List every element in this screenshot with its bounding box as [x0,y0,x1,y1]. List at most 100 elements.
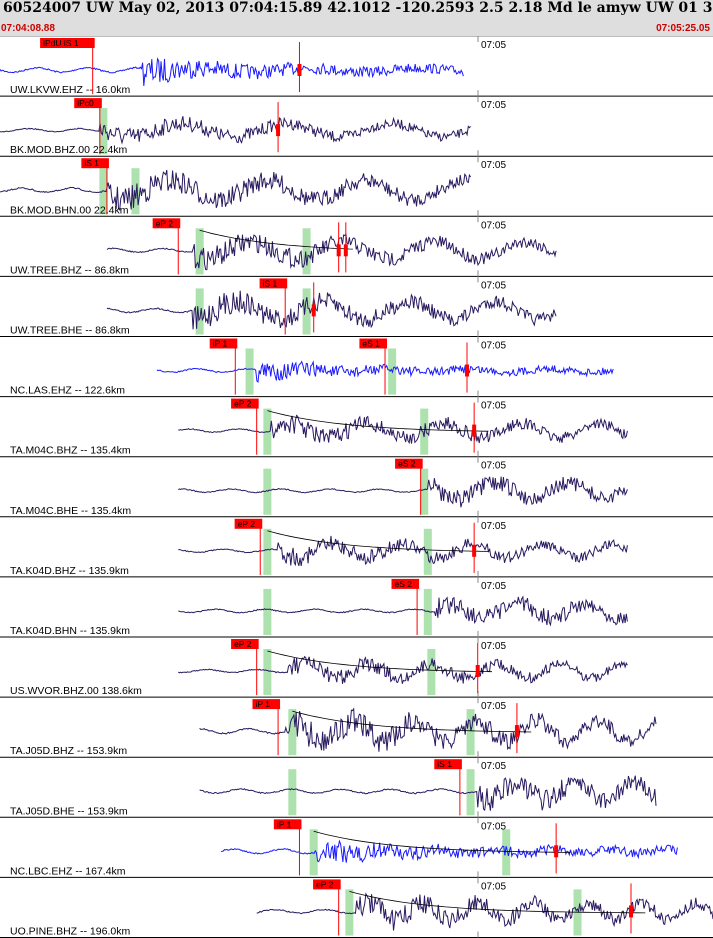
duration-mark[interactable] [311,304,316,317]
analysis-window [195,288,204,335]
phase-pick-box[interactable] [234,518,263,529]
waveform-trace [178,655,628,684]
phase-pick-label: iS 1 [263,278,278,288]
coda-curve [267,530,489,552]
phase-pick-box[interactable] [231,398,259,409]
phase-pick-label: iP 1 [255,699,270,709]
seismogram-plot: 07:05 iPdU iS 1 UW.LKVW.EHZ -- 16.0km 07:05… [0,36,713,938]
waveform-trace [178,414,628,445]
duration-mark[interactable] [297,64,302,76]
station-label: TA.K04D.BHN -- 135.9km [10,625,130,637]
time-tick-label: 07:05 [481,881,506,892]
duration-mark[interactable] [554,845,559,858]
waveform-trace [178,476,628,508]
station-label: US.WVOR.BHZ.00 138.6km [10,685,142,697]
waveform-trace [106,290,557,330]
analysis-window [302,228,311,275]
coda-curve [267,650,493,673]
station-label: UW.TREE.BHZ -- 86.8km [10,264,129,276]
station-label: TA.M04C.BHE -- 135.4km [10,505,131,517]
duration-mark[interactable] [629,905,634,918]
time-tick-label: 07:05 [481,220,506,231]
analysis-window [131,168,140,215]
phase-pick-box[interactable] [231,639,259,649]
phase-pick-label: eP 2 [234,639,252,649]
analysis-window [345,889,354,936]
analysis-window [423,588,432,635]
station-label: UW.TREE.BHE -- 86.8km [10,325,130,337]
analysis-window [288,709,297,756]
phase-pick-box[interactable] [81,158,109,169]
phase-pick-box[interactable] [359,338,388,349]
analysis-window [245,348,254,395]
phase-pick-label: iP 1 [213,339,228,349]
event-header: 60524007 UW May 02, 2013 07:04:15.89 42.… [0,0,713,37]
duration-mark[interactable] [472,424,477,437]
phase-pick-box[interactable] [391,578,420,589]
phase-pick-box[interactable] [252,699,281,710]
analysis-window [263,468,272,515]
station-label: TA.K04D.BHZ -- 135.9km [10,565,129,577]
station-label: TA.M04C.BHZ -- 135.4km [10,445,131,457]
phase-pick-box[interactable] [152,218,181,229]
time-tick-label: 07:05 [481,521,506,532]
time-tick-label: 07:05 [481,280,506,291]
coda-curve [292,710,532,733]
time-tick-label: 07:05 [481,40,506,51]
phase-pick-box[interactable] [313,879,341,890]
waveform-trace [199,775,657,812]
phase-pick-box[interactable] [259,278,288,289]
analysis-window [502,829,511,876]
waveform-trace [178,595,628,627]
phase-pick-label: eP 2 [316,879,334,889]
analysis-window [195,228,204,275]
station-label: BK.MOD.BHZ.00 22.4km [10,144,128,156]
station-label: BK.MOD.BHN.00 22.4km [10,204,129,216]
phase-pick-box[interactable] [273,819,302,830]
time-tick-label: 07:05 [481,401,506,412]
coda-curve [349,891,646,914]
analysis-window [263,528,272,575]
analysis-window [263,649,272,696]
time-tick-label: 07:05 [481,581,506,592]
coda-curve [267,410,489,432]
analysis-window [466,709,475,756]
time-tick-label: 07:05 [481,701,506,712]
analysis-window [288,769,297,816]
coda-curve [199,229,353,250]
duration-mark[interactable] [514,725,519,738]
phase-pick-label: eP 2 [234,399,252,409]
phase-pick-label: iPdU iS 1 [43,38,79,48]
time-tick-label: 07:05 [481,641,506,652]
waveform-trace [256,892,713,931]
time-tick-label: 07:05 [481,160,506,171]
time-tick-label: 07:05 [481,341,506,352]
station-label: TA.J05D.BHE -- 153.9km [10,805,128,817]
duration-mark[interactable] [475,665,480,677]
phase-pick-label: eP 2 [156,218,174,228]
phase-pick-label: eS 2 [395,579,413,589]
waveform-trace [0,169,472,211]
duration-mark[interactable] [336,244,341,257]
waveform-trace [106,233,557,271]
phase-pick-box[interactable] [395,458,423,469]
phase-pick-box[interactable] [74,98,102,109]
phase-pick-box[interactable] [434,759,462,770]
duration-mark[interactable] [276,124,281,137]
phase-pick-label: iPc0 [77,98,94,108]
station-label: NC.LAS.EHZ -- 122.6km [10,385,125,397]
phase-pick-label: eS 2 [398,459,416,469]
coda-curve [313,830,571,853]
duration-mark[interactable] [343,244,348,257]
station-label: UO.PINE.BHZ -- 196.0km [10,926,130,938]
start-time-label: 07:04:08.88 [1,23,55,34]
waveform-trace [0,57,464,86]
analysis-window [427,649,436,696]
waveform-trace [0,116,471,145]
duration-mark[interactable] [472,544,477,557]
phase-pick-label: iS 1 [437,759,452,769]
duration-mark[interactable] [465,364,470,377]
phase-pick-box[interactable] [209,338,238,349]
analysis-window [302,288,311,335]
phase-pick-box[interactable] [40,38,95,48]
